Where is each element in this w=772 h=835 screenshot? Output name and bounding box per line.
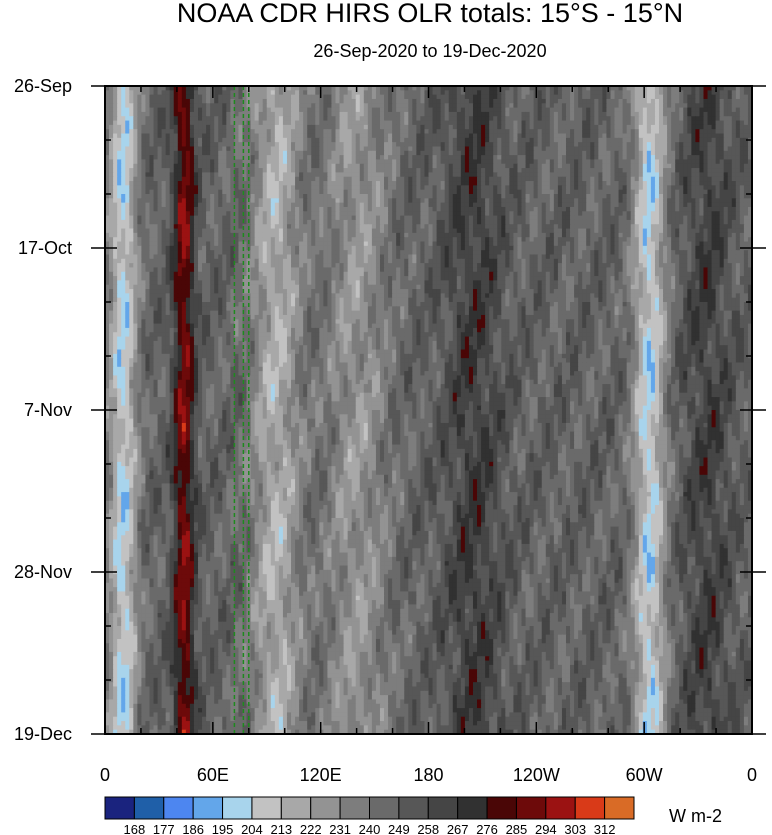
colorbar-swatch bbox=[251, 796, 282, 820]
y-tick-label: 17-Oct bbox=[18, 238, 72, 258]
x-tick-label: 60E bbox=[197, 765, 229, 785]
colorbar-label: 267 bbox=[447, 822, 469, 835]
colorbar-swatch bbox=[515, 796, 547, 820]
colorbar-label: 195 bbox=[212, 822, 234, 835]
colorbar-label: 249 bbox=[388, 822, 410, 835]
colorbar-label: 240 bbox=[359, 822, 381, 835]
colorbar-label: 186 bbox=[182, 822, 204, 835]
colorbar-swatch bbox=[398, 796, 429, 820]
colorbar-label: 285 bbox=[506, 822, 528, 835]
x-tick-label: 0 bbox=[747, 765, 757, 785]
colorbar-label: 177 bbox=[153, 822, 175, 835]
colorbar-label: 312 bbox=[594, 822, 616, 835]
colorbar-label: 303 bbox=[564, 822, 586, 835]
colorbar-swatch bbox=[339, 796, 371, 820]
x-axis: 0 60E 120E 180 120W 60W 0 bbox=[100, 86, 757, 785]
olr-field bbox=[105, 86, 752, 734]
colorbar-label: 204 bbox=[241, 822, 263, 835]
y-tick-label: 19-Dec bbox=[14, 724, 72, 744]
chart-title: NOAA CDR HIRS OLR totals: 15°S - 15°N bbox=[0, 0, 772, 29]
colorbar-swatch bbox=[604, 796, 635, 820]
colorbar-label: 294 bbox=[535, 822, 557, 835]
colorbar: 168 177 186 195 204 213 222 231 240 249 258 267 276 2… bbox=[104, 796, 635, 835]
x-tick-label: 120E bbox=[300, 765, 342, 785]
colorbar-label: 222 bbox=[300, 822, 322, 835]
y-tick-label: 28-Nov bbox=[14, 562, 72, 582]
reference-lines bbox=[233, 86, 250, 734]
colorbar-swatch bbox=[486, 796, 517, 820]
colorbar-swatch bbox=[163, 796, 194, 820]
colorbar-swatch bbox=[369, 796, 400, 820]
x-tick-label: 60W bbox=[626, 765, 663, 785]
y-axis: 26-Sep 17-Oct 7-Nov 28-Nov 19-Dec bbox=[14, 76, 766, 744]
colorbar-swatch bbox=[104, 796, 135, 820]
colorbar-swatch bbox=[310, 796, 341, 820]
colorbar-swatch bbox=[222, 796, 253, 820]
colorbar-label: 276 bbox=[476, 822, 498, 835]
units-label: W m-2 bbox=[669, 806, 722, 827]
colorbar-swatch bbox=[574, 796, 606, 820]
colorbar-label: 213 bbox=[270, 822, 292, 835]
colorbar-label: 231 bbox=[329, 822, 351, 835]
x-tick-label: 0 bbox=[100, 765, 110, 785]
colorbar-label: 258 bbox=[417, 822, 439, 835]
y-tick-label: 7-Nov bbox=[24, 400, 72, 420]
colorbar-swatch bbox=[545, 796, 576, 820]
colorbar-swatch bbox=[133, 796, 165, 820]
colorbar-swatch bbox=[427, 796, 459, 820]
chart-subtitle: 26-Sep-2020 to 19-Dec-2020 bbox=[0, 41, 772, 62]
colorbar-swatch bbox=[457, 796, 488, 820]
colorbar-label: 168 bbox=[124, 822, 146, 835]
x-tick-label: 180 bbox=[413, 765, 443, 785]
y-tick-label: 26-Sep bbox=[14, 76, 72, 96]
x-tick-label: 120W bbox=[513, 765, 560, 785]
colorbar-swatch bbox=[280, 796, 312, 820]
colorbar-swatch bbox=[192, 796, 224, 820]
